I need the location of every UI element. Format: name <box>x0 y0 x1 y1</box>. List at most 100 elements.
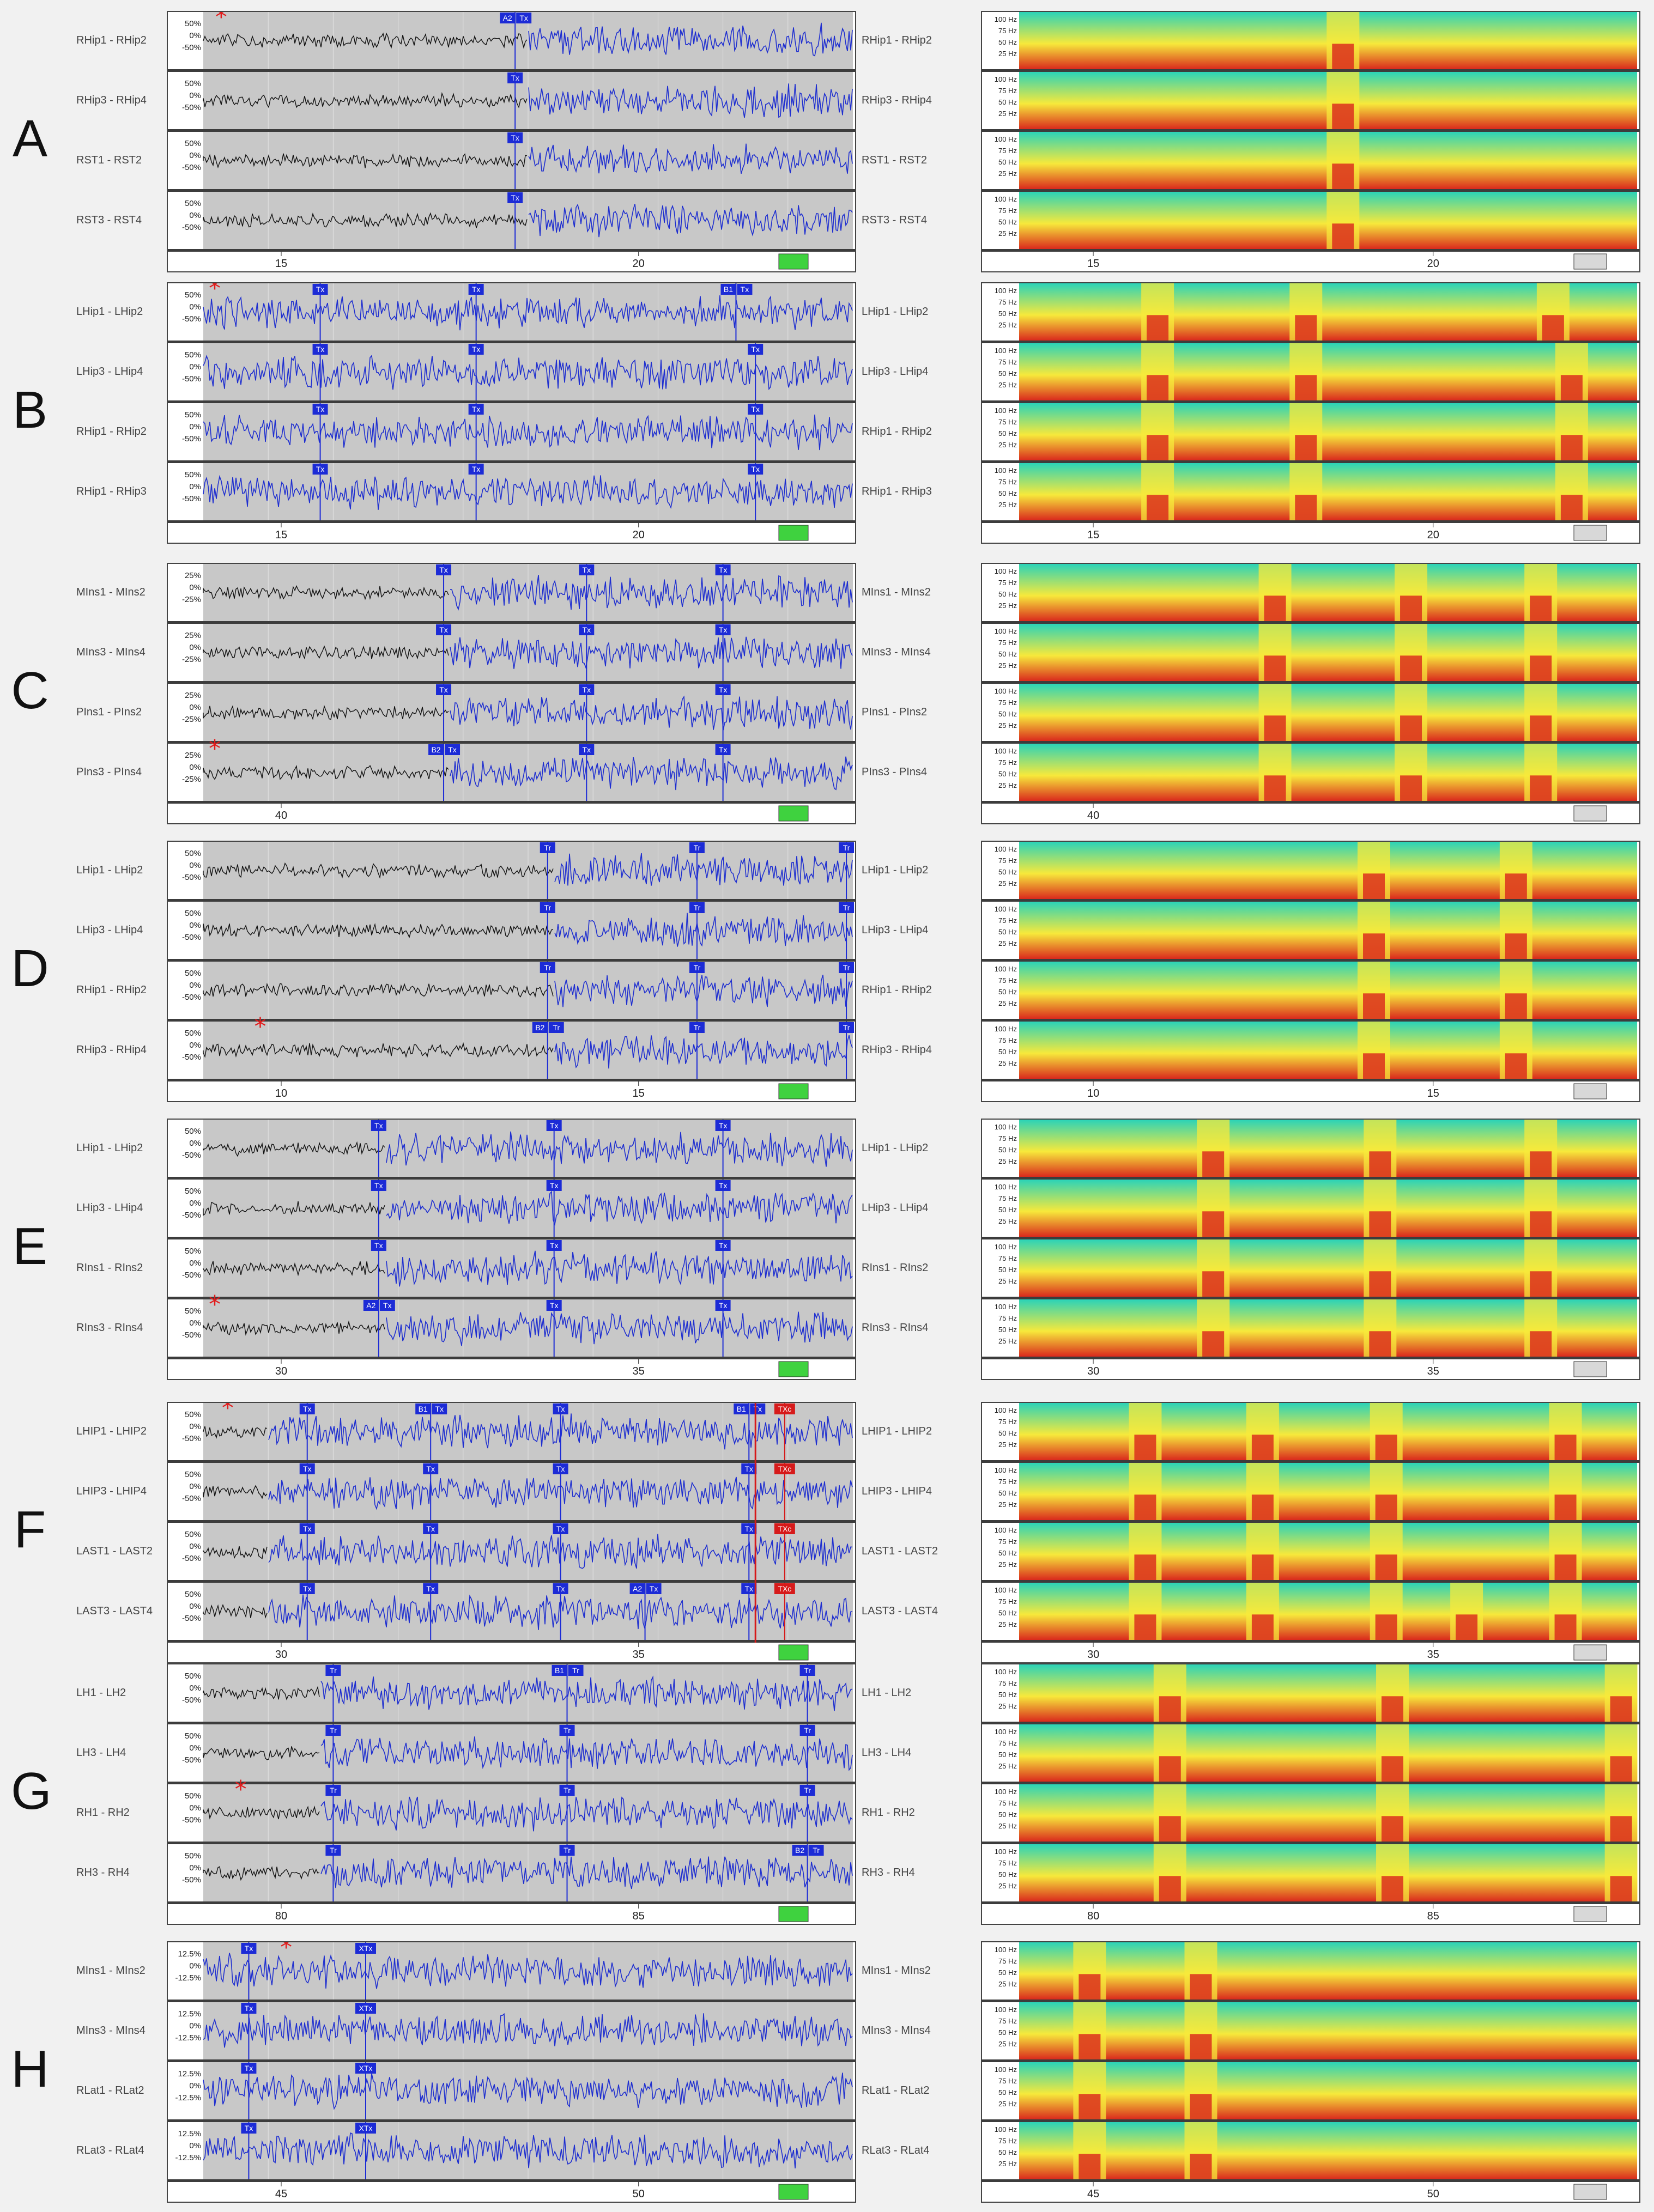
event-marker[interactable] <box>355 2123 376 2134</box>
event-marker[interactable] <box>325 1845 341 1856</box>
event-marker[interactable] <box>559 1845 575 1856</box>
spectrogram-scroll-icon[interactable] <box>1573 1906 1607 1922</box>
event-marker[interactable] <box>371 1240 386 1251</box>
event-marker[interactable] <box>540 842 555 853</box>
event-marker[interactable] <box>548 1022 564 1033</box>
event-marker[interactable] <box>415 1403 431 1414</box>
event-marker[interactable] <box>355 2003 376 2014</box>
event-marker[interactable] <box>568 1665 584 1676</box>
event-marker[interactable] <box>579 564 595 575</box>
spectrogram-scroll-icon[interactable] <box>1573 1644 1607 1661</box>
event-marker[interactable] <box>629 1583 645 1594</box>
event-marker[interactable] <box>468 404 484 415</box>
event-marker[interactable] <box>553 1583 568 1594</box>
spectrogram-scroll-icon[interactable] <box>1573 525 1607 541</box>
event-marker[interactable] <box>741 1463 757 1474</box>
eeg-trace-panel[interactable]: 25% 0% -25% 25% 0% -25% 25% 0% -25% 25% 0% -25% Tx Tx… <box>167 563 856 824</box>
event-marker[interactable] <box>689 902 705 913</box>
spectrogram-scroll-icon[interactable] <box>1573 2184 1607 2200</box>
event-marker[interactable] <box>299 1523 315 1534</box>
spectrogram-panel[interactable]: 100 Hz 75 Hz 50 Hz 25 Hz 100 Hz 75 Hz 50 Hz 25 … <box>981 1663 1640 1925</box>
event-marker[interactable] <box>299 1463 315 1474</box>
highlight-marker[interactable] <box>774 1463 795 1474</box>
spectrogram-panel[interactable]: 100 Hz 75 Hz 50 Hz 25 Hz 100 Hz 75 Hz 50 Hz 25 … <box>981 11 1640 272</box>
event-marker[interactable] <box>748 344 764 355</box>
event-marker[interactable] <box>553 1463 568 1474</box>
event-marker[interactable] <box>540 902 555 913</box>
event-marker[interactable] <box>579 684 595 695</box>
scroll-thumb-icon[interactable] <box>778 253 809 270</box>
event-marker[interactable] <box>715 1120 731 1131</box>
event-marker[interactable] <box>325 1665 341 1676</box>
scroll-thumb-icon[interactable] <box>778 1906 809 1922</box>
event-marker[interactable] <box>689 962 705 973</box>
eeg-trace-panel[interactable]: 50% 0% -50% 50% 0% -50% 50% 0% -50% 50% 0% -50% Tr Tr… <box>167 1663 856 1925</box>
event-marker[interactable] <box>371 1120 386 1131</box>
event-marker[interactable] <box>507 192 523 203</box>
event-marker[interactable] <box>715 1300 731 1311</box>
spectrogram-panel[interactable]: 100 Hz 75 Hz 50 Hz 25 Hz 100 Hz 75 Hz 50 Hz 25 … <box>981 282 1640 544</box>
event-marker[interactable] <box>715 624 731 635</box>
event-marker[interactable] <box>750 1403 766 1414</box>
spectrogram-panel[interactable]: 100 Hz 75 Hz 50 Hz 25 Hz 100 Hz 75 Hz 50 Hz 25 … <box>981 1941 1640 2203</box>
event-marker[interactable] <box>559 1725 575 1736</box>
event-marker[interactable] <box>559 1785 575 1796</box>
event-marker[interactable] <box>423 1523 439 1534</box>
event-marker[interactable] <box>553 1523 568 1534</box>
event-marker[interactable] <box>516 13 532 23</box>
event-marker[interactable] <box>428 744 444 755</box>
event-marker[interactable] <box>325 1785 341 1796</box>
event-marker[interactable] <box>546 1120 562 1131</box>
spectrogram-scroll-icon[interactable] <box>1573 253 1607 270</box>
scroll-thumb-icon[interactable] <box>778 525 809 541</box>
event-marker[interactable] <box>737 284 753 295</box>
event-marker[interactable] <box>507 132 523 143</box>
event-marker[interactable] <box>312 284 328 295</box>
eeg-trace-panel[interactable]: 50% 0% -50% 50% 0% -50% 50% 0% -50% 50% 0% -50% Tx Tx… <box>167 1119 856 1380</box>
event-marker[interactable] <box>468 344 484 355</box>
event-marker[interactable] <box>720 284 736 295</box>
event-marker[interactable] <box>689 1022 705 1033</box>
event-marker[interactable] <box>299 1583 315 1594</box>
event-marker[interactable] <box>715 564 731 575</box>
event-marker[interactable] <box>241 2003 257 2014</box>
event-marker[interactable] <box>546 1240 562 1251</box>
event-marker[interactable] <box>423 1463 439 1474</box>
event-marker[interactable] <box>436 624 452 635</box>
event-marker[interactable] <box>715 1180 731 1191</box>
event-marker[interactable] <box>423 1583 439 1594</box>
event-marker[interactable] <box>371 1180 386 1191</box>
spectrogram-scroll-icon[interactable] <box>1573 1083 1607 1099</box>
event-marker[interactable] <box>379 1300 395 1311</box>
highlight-marker[interactable] <box>774 1403 795 1414</box>
event-marker[interactable] <box>436 684 452 695</box>
event-marker[interactable] <box>792 1845 808 1856</box>
scroll-thumb-icon[interactable] <box>778 805 809 822</box>
event-marker[interactable] <box>734 1403 749 1414</box>
event-marker[interactable] <box>500 13 516 23</box>
event-marker[interactable] <box>839 902 855 913</box>
event-marker[interactable] <box>436 564 452 575</box>
eeg-trace-panel[interactable]: 50% 0% -50% 50% 0% -50% 50% 0% -50% 50% 0% -50% Tx Tx… <box>167 1402 856 1663</box>
eeg-trace-panel[interactable]: 12.5% 0% -12.5% 12.5% 0% -12.5% 12.5% 0% -12.5% 1… <box>167 1941 856 2203</box>
event-marker[interactable] <box>325 1725 341 1736</box>
event-marker[interactable] <box>312 344 328 355</box>
event-marker[interactable] <box>468 284 484 295</box>
spectrogram-panel[interactable]: 100 Hz 75 Hz 50 Hz 25 Hz 100 Hz 75 Hz 50 Hz 25 … <box>981 841 1640 1102</box>
event-marker[interactable] <box>546 1300 562 1311</box>
event-marker[interactable] <box>355 2063 376 2074</box>
event-marker[interactable] <box>241 2123 257 2134</box>
eeg-trace-panel[interactable]: 50% 0% -50% 50% 0% -50% 50% 0% -50% 50% 0% -50% A2 Tx… <box>167 11 856 272</box>
event-marker[interactable] <box>579 744 595 755</box>
event-marker[interactable] <box>748 404 764 415</box>
spectrogram-panel[interactable]: 100 Hz 75 Hz 50 Hz 25 Hz 100 Hz 75 Hz 50 Hz 25 … <box>981 1402 1640 1663</box>
eeg-trace-panel[interactable]: 50% 0% -50% 50% 0% -50% 50% 0% -50% 50% 0% -50% Tx Tx… <box>167 282 856 544</box>
event-marker[interactable] <box>299 1403 315 1414</box>
event-marker[interactable] <box>507 72 523 83</box>
eeg-trace-panel[interactable]: 50% 0% -50% 50% 0% -50% 50% 0% -50% 50% 0% -50% Tr Tr… <box>167 841 856 1102</box>
event-marker[interactable] <box>799 1785 815 1796</box>
event-marker[interactable] <box>748 464 764 475</box>
scroll-thumb-icon[interactable] <box>778 1361 809 1377</box>
spectrogram-scroll-icon[interactable] <box>1573 805 1607 822</box>
scroll-thumb-icon[interactable] <box>778 1644 809 1661</box>
